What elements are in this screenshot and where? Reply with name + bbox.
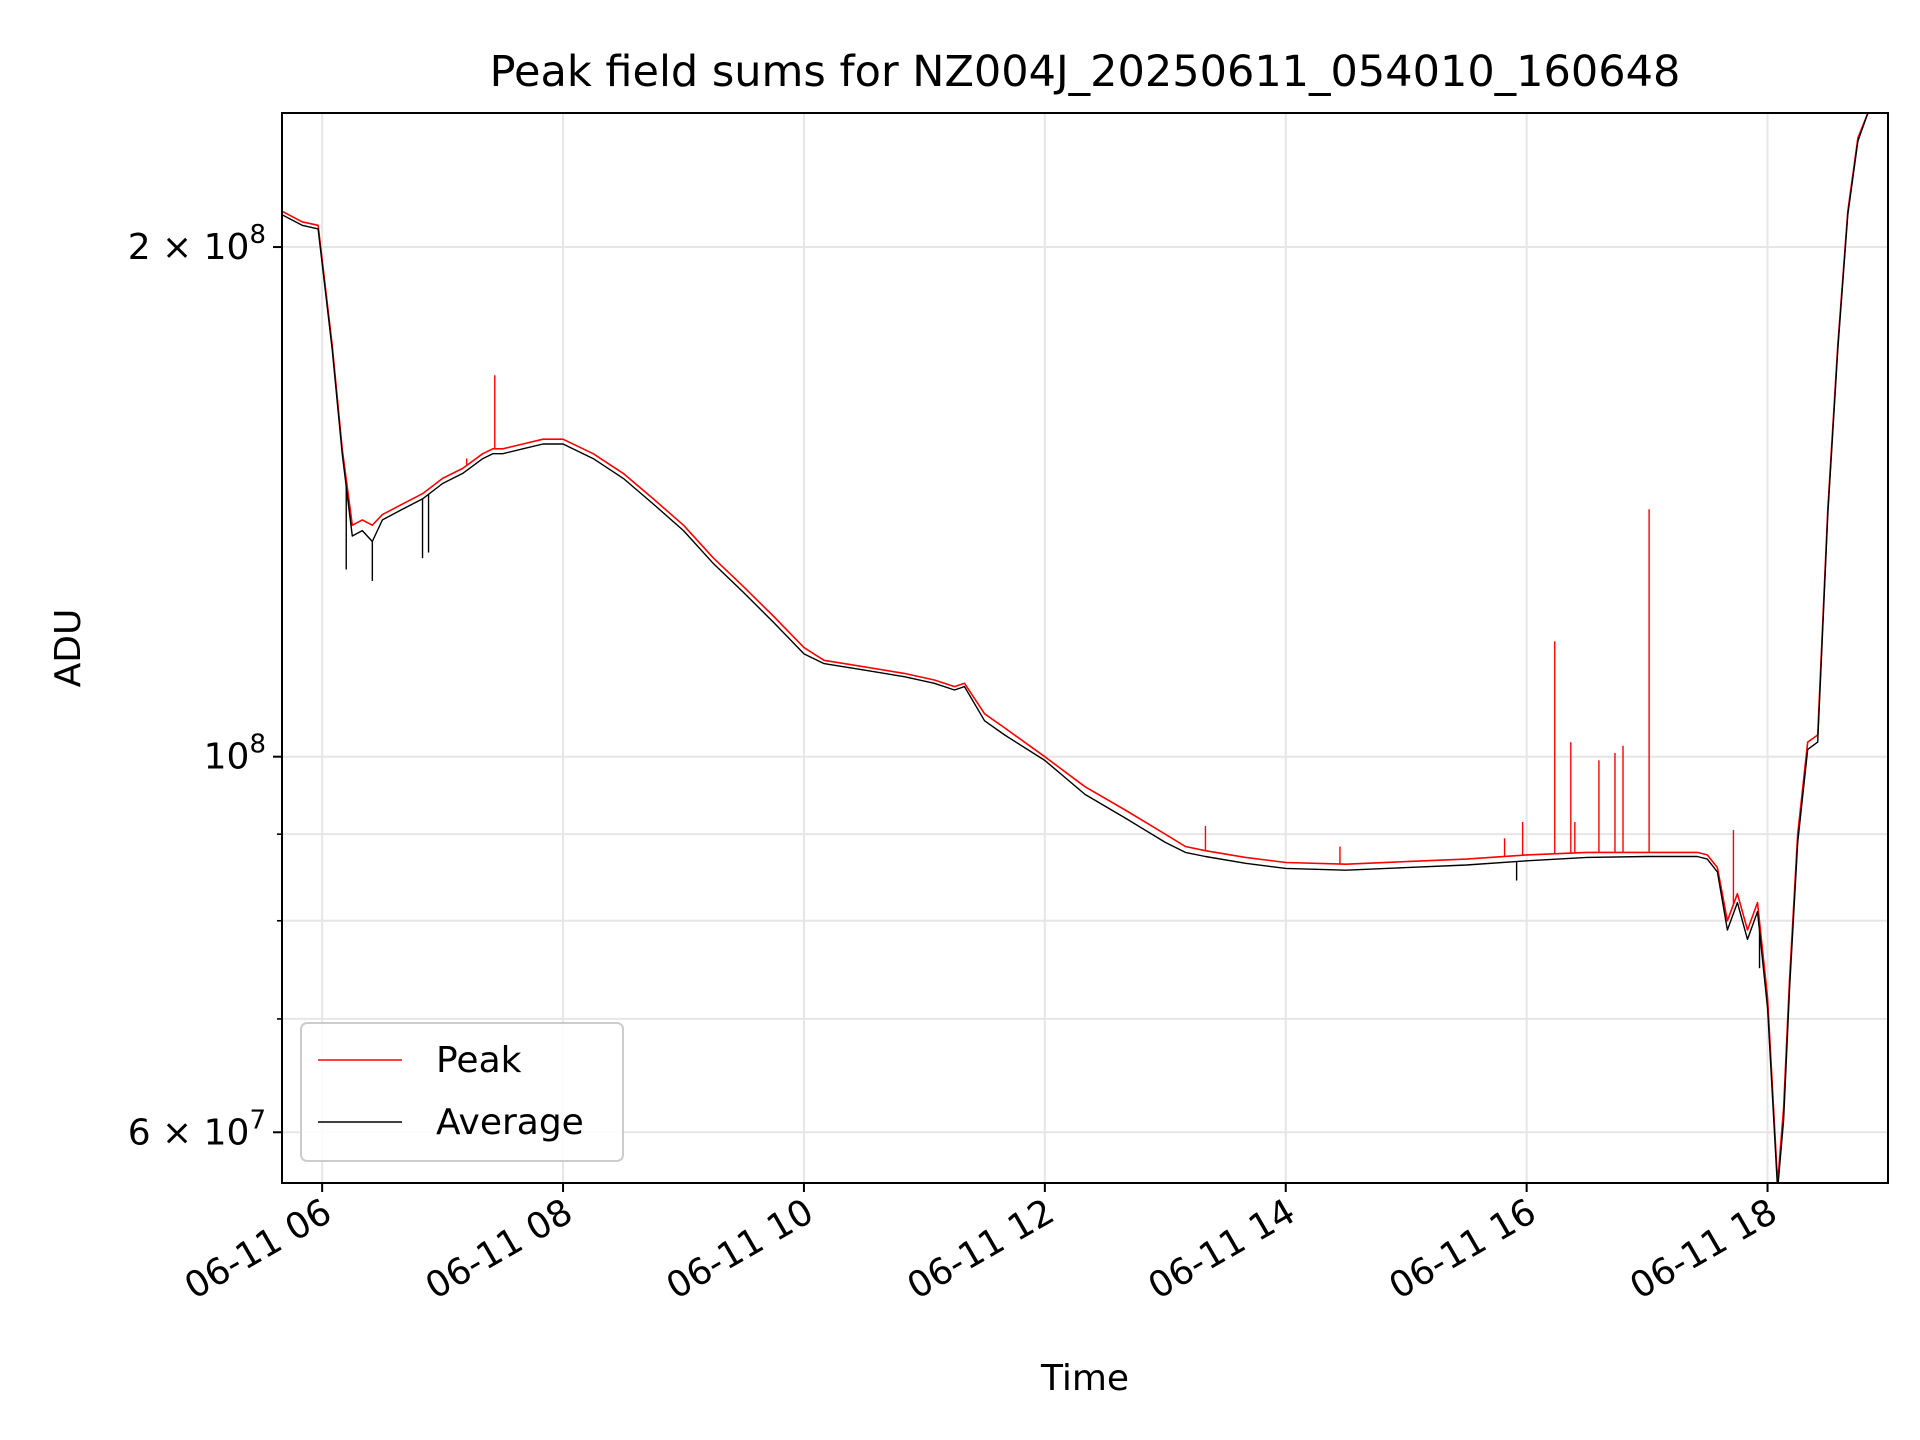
legend-box [300, 1022, 624, 1162]
y-tick-label: 108 [204, 730, 266, 778]
series-layer [282, 113, 1888, 1183]
legend-label-average: Average [436, 1102, 584, 1143]
y-tick-label: 2 × 108 [128, 220, 266, 268]
legend: Peak Average [300, 1022, 624, 1162]
y-tick-label-base: 6 × 10 [128, 1112, 250, 1153]
chart-title: Peak field sums for NZ004J_20250611_0540… [490, 47, 1681, 97]
y-axis-title: ADU [48, 609, 89, 688]
series-line-average [282, 113, 1888, 1183]
y-tick-label-exponent: 7 [249, 1105, 266, 1135]
legend-label-peak: Peak [436, 1040, 522, 1081]
x-axis-title: Time [1040, 1358, 1129, 1399]
y-tick-label-base: 2 × 10 [128, 227, 250, 268]
y-tick-label-exponent: 8 [249, 730, 266, 760]
y-tick-label: 6 × 107 [128, 1105, 266, 1153]
y-tick-label-base: 10 [204, 737, 250, 778]
y-tick-label-exponent: 8 [249, 220, 266, 250]
plot-frame [281, 112, 1889, 1184]
